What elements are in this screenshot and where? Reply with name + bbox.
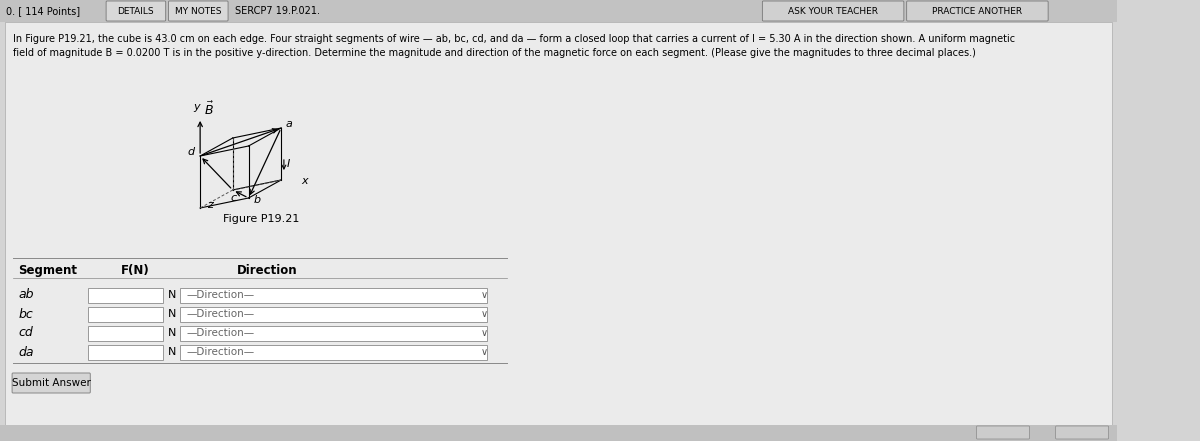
Text: 0. [ 114 Points]: 0. [ 114 Points]: [6, 6, 79, 16]
Text: PRACTICE ANOTHER: PRACTICE ANOTHER: [932, 7, 1022, 15]
Text: SERCP7 19.P.021.: SERCP7 19.P.021.: [234, 6, 319, 16]
FancyBboxPatch shape: [0, 425, 1117, 441]
FancyBboxPatch shape: [5, 22, 1112, 430]
Text: ASK YOUR TEACHER: ASK YOUR TEACHER: [788, 7, 878, 15]
Text: —Direction—: —Direction—: [186, 309, 254, 319]
FancyBboxPatch shape: [168, 1, 228, 21]
Text: b: b: [253, 195, 260, 205]
Text: da: da: [19, 345, 34, 359]
Text: N: N: [168, 328, 176, 338]
Text: ∨: ∨: [480, 328, 487, 338]
Text: N: N: [168, 290, 176, 300]
Text: —Direction—: —Direction—: [186, 290, 254, 300]
Text: ab: ab: [19, 288, 34, 302]
Text: N: N: [168, 347, 176, 357]
Text: —Direction—: —Direction—: [186, 347, 254, 357]
Text: I: I: [287, 159, 290, 169]
FancyBboxPatch shape: [180, 288, 487, 303]
Text: cd: cd: [19, 326, 34, 340]
FancyBboxPatch shape: [89, 307, 163, 322]
Text: field of magnitude B = 0.0200 T is in the positive y-direction. Determine the ma: field of magnitude B = 0.0200 T is in th…: [13, 48, 976, 58]
Text: x: x: [301, 176, 308, 186]
Text: Direction: Direction: [238, 264, 298, 277]
FancyBboxPatch shape: [180, 345, 487, 360]
Text: $\vec{B}$: $\vec{B}$: [204, 101, 214, 118]
FancyBboxPatch shape: [12, 373, 90, 393]
Text: Segment: Segment: [19, 264, 78, 277]
Text: Submit Answer: Submit Answer: [12, 378, 91, 388]
FancyBboxPatch shape: [907, 1, 1048, 21]
Text: ∨: ∨: [480, 290, 487, 300]
FancyBboxPatch shape: [977, 426, 1030, 439]
FancyBboxPatch shape: [89, 288, 163, 303]
FancyBboxPatch shape: [106, 1, 166, 21]
FancyBboxPatch shape: [89, 345, 163, 360]
FancyBboxPatch shape: [180, 307, 487, 322]
Text: z: z: [206, 200, 212, 210]
Text: y: y: [193, 102, 199, 112]
Text: DETAILS: DETAILS: [118, 7, 155, 15]
Text: MY NOTES: MY NOTES: [175, 7, 222, 15]
Text: In Figure P19.21, the cube is 43.0 cm on each edge. Four straight segments of wi: In Figure P19.21, the cube is 43.0 cm on…: [13, 34, 1015, 44]
Text: a: a: [286, 119, 293, 129]
FancyBboxPatch shape: [1056, 426, 1109, 439]
Text: Figure P19.21: Figure P19.21: [223, 214, 300, 224]
Text: ∨: ∨: [480, 309, 487, 319]
Text: c: c: [230, 193, 236, 203]
Text: d: d: [187, 147, 194, 157]
Text: ∨: ∨: [480, 347, 487, 357]
Text: N: N: [168, 309, 176, 319]
Text: —Direction—: —Direction—: [186, 328, 254, 338]
FancyBboxPatch shape: [89, 326, 163, 341]
Text: bc: bc: [19, 307, 34, 321]
FancyBboxPatch shape: [180, 326, 487, 341]
FancyBboxPatch shape: [0, 0, 1117, 22]
Text: F(N): F(N): [121, 264, 150, 277]
FancyBboxPatch shape: [762, 1, 904, 21]
